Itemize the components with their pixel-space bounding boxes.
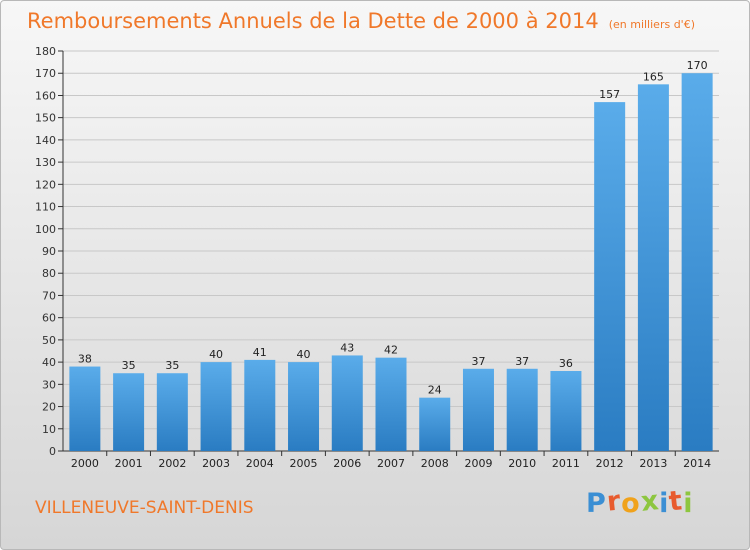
x-tick-label: 2005 [290,457,318,470]
y-tick-label: 90 [42,245,56,258]
logo-letter: r [605,485,623,518]
chart-title: Remboursements Annuels de la Dette de 20… [27,9,695,33]
logo-letter: P [586,488,607,519]
bar-value-label: 40 [209,348,223,361]
bar-value-label: 42 [384,344,398,357]
y-tick-label: 130 [35,156,56,169]
bar [637,84,669,451]
y-tick-label: 30 [42,378,56,391]
bar [506,368,538,451]
bar [375,357,407,451]
x-tick-label: 2010 [508,457,536,470]
y-tick-label: 20 [42,401,56,414]
bar [244,359,276,451]
y-tick-label: 140 [35,134,56,147]
x-tick-label: 2006 [333,457,361,470]
logo-letter: i [659,488,670,519]
x-tick-label: 2011 [552,457,580,470]
bar-value-label: 37 [471,355,485,368]
bar [681,73,713,451]
x-tick-label: 2000 [71,457,99,470]
bar [594,102,626,451]
chart-title-unit: (en milliers d'€) [608,18,695,31]
y-tick-label: 40 [42,356,56,369]
bar [288,362,320,451]
bar [462,368,494,451]
y-tick-label: 120 [35,178,56,191]
chart-title-main: Remboursements Annuels de la Dette de 20… [27,9,599,33]
y-tick-label: 180 [35,45,56,58]
x-tick-label: 2013 [639,457,667,470]
x-tick-label: 2007 [377,457,405,470]
y-tick-label: 60 [42,312,56,325]
bar-value-label: 165 [643,70,664,83]
x-tick-label: 2003 [202,457,230,470]
bar [69,366,101,451]
x-tick-label: 2002 [158,457,186,470]
x-tick-label: 2004 [246,457,274,470]
bar [200,362,232,451]
y-tick-label: 160 [35,89,56,102]
bar-value-label: 40 [297,348,311,361]
y-tick-label: 150 [35,112,56,125]
bar-value-label: 170 [687,59,708,72]
proxiti-logo: Proxiti [586,485,694,519]
bar-value-label: 24 [428,384,442,397]
bar-value-label: 37 [515,355,529,368]
bar [419,397,451,451]
y-tick-label: 10 [42,423,56,436]
bar-value-label: 35 [165,359,179,372]
logo-letter: o [621,488,641,519]
y-tick-label: 170 [35,67,56,80]
bar-value-label: 41 [253,346,267,359]
x-tick-label: 2008 [421,457,449,470]
bar-value-label: 43 [340,341,354,354]
y-tick-label: 100 [35,223,56,236]
y-tick-label: 70 [42,289,56,302]
x-tick-label: 2012 [596,457,624,470]
bar-value-label: 35 [122,359,136,372]
bar [331,355,363,451]
logo-letter: i [683,488,694,519]
commune-name: VILLENEUVE-SAINT-DENIS [35,498,254,518]
bar-value-label: 38 [78,353,92,366]
y-tick-label: 50 [42,334,56,347]
bar [113,373,145,451]
bar [550,371,582,451]
y-tick-label: 0 [49,445,56,458]
y-tick-label: 110 [35,201,56,214]
bar-value-label: 157 [599,88,620,101]
logo-letter: x [639,485,661,518]
bar [156,373,188,451]
x-tick-label: 2009 [464,457,492,470]
bar-value-label: 36 [559,357,573,370]
x-tick-label: 2014 [683,457,711,470]
y-tick-label: 80 [42,267,56,280]
x-tick-label: 2001 [115,457,143,470]
